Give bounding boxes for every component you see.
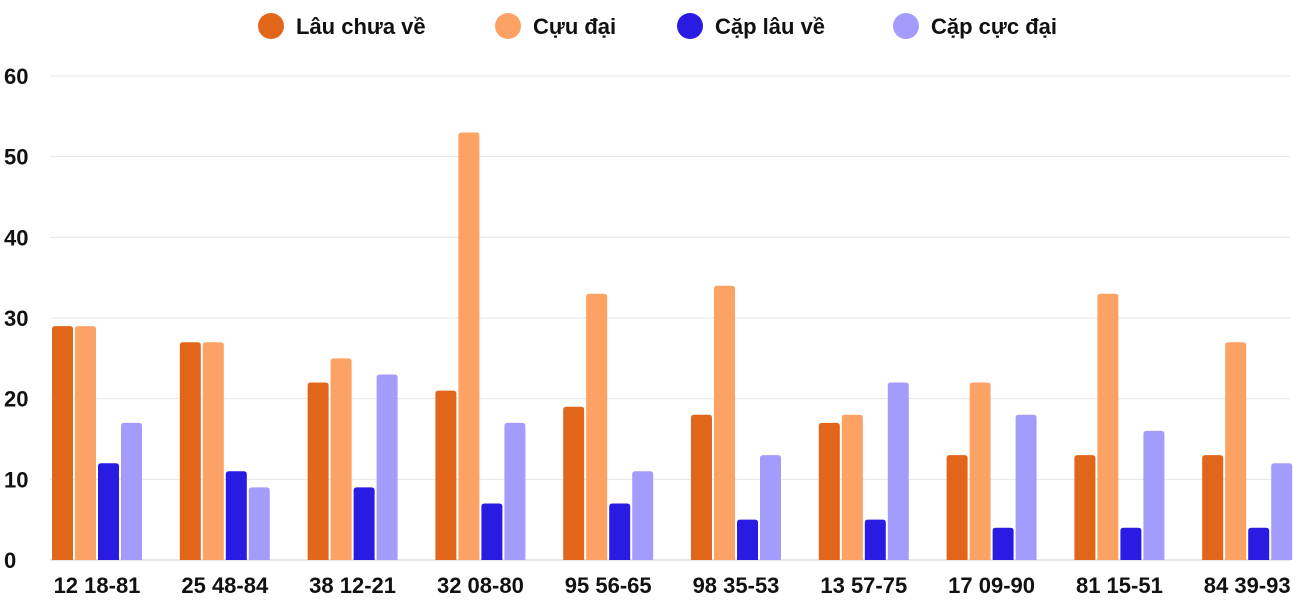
x-tick-label: 13 57-75 [820,573,907,598]
bar-group: Lâu chưa về — 84 39-93: 13Cựu đại — 84 3… [1202,342,1293,560]
x-tick-label: 12 18-81 [54,573,141,598]
bar: Lâu chưa về — 95 56-65: 19 [563,406,585,560]
bar: Cựu đại — 38 12-21: 25 [330,358,352,560]
bar: Cặp cực đại — 38 12-21: 23 [376,374,398,560]
bar: Cặp cực đại — 84 39-93: 12 [1271,463,1293,560]
legend-item[interactable]: Lâu chưa về [258,13,426,39]
legend-item[interactable]: Cặp lâu về [677,13,825,39]
bar: Cặp cực đại — 13 57-75: 22 [887,382,909,560]
y-tick-label: 20 [4,387,28,412]
bar: Lâu chưa về — 32 08-80: 21 [435,390,457,560]
y-tick-label: 0 [4,548,16,573]
legend-marker [893,13,919,39]
bar: Cặp lâu về — 25 48-84: 11 [225,471,247,560]
bars: Lâu chưa về — 12 18-81: 29Cựu đại — 12 1… [52,132,1293,560]
x-tick-label: 98 35-53 [693,573,780,598]
bar: Cặp lâu về — 32 08-80: 7 [481,503,503,560]
bar: Lâu chưa về — 13 57-75: 17 [818,422,840,560]
bar: Lâu chưa về — 81 15-51: 13 [1074,455,1096,560]
bar: Cặp lâu về — 95 56-65: 7 [609,503,631,560]
bar: Lâu chưa về — 84 39-93: 13 [1202,455,1224,560]
y-tick-label: 50 [4,145,28,170]
bar-group: Lâu chưa về — 95 56-65: 19Cựu đại — 95 5… [563,293,654,560]
bar-group: Lâu chưa về — 13 57-75: 17Cựu đại — 13 5… [818,382,909,560]
bar: Cặp cực đại — 81 15-51: 16 [1143,430,1165,560]
legend-marker [677,13,703,39]
legend-item[interactable]: Cặp cực đại [893,13,1057,39]
bar: Cựu đại — 32 08-80: 53 [458,132,480,560]
bar-group: Lâu chưa về — 17 09-90: 13Cựu đại — 17 0… [946,382,1037,560]
bar: Cặp lâu về — 84 39-93: 4 [1248,527,1270,560]
bar-group: Lâu chưa về — 81 15-51: 13Cựu đại — 81 1… [1074,293,1165,560]
y-tick-label: 10 [4,467,28,492]
x-tick-label: 38 12-21 [309,573,396,598]
x-tick-label: 17 09-90 [948,573,1035,598]
x-tick-label: 25 48-84 [181,573,269,598]
bar: Cựu đại — 98 35-53: 34 [714,285,735,560]
bar: Cặp cực đại — 32 08-80: 17 [504,422,526,560]
bar: Lâu chưa về — 12 18-81: 29 [52,326,73,560]
legend-label: Cặp cực đại [931,14,1057,39]
bar: Cựu đại — 95 56-65: 33 [586,293,608,560]
bar-group: Lâu chưa về — 12 18-81: 29Cựu đại — 12 1… [52,326,142,560]
bar: Lâu chưa về — 38 12-21: 22 [307,382,329,560]
y-tick-label: 60 [4,64,28,89]
legend-item[interactable]: Cựu đại [495,13,616,39]
bar: Cựu đại — 17 09-90: 22 [969,382,991,560]
legend: Lâu chưa về Cựu đại Cặp lâu về Cặp cực đại [258,13,1057,39]
y-tick-label: 40 [4,225,28,250]
bar: Cặp lâu về — 38 12-21: 9 [353,487,375,560]
bar: Cặp cực đại — 98 35-53: 13 [760,455,781,560]
y-axis: 0 10 20 30 40 50 60 [4,64,28,573]
bar: Cựu đại — 13 57-75: 18 [841,414,863,560]
bar-group: Lâu chưa về — 38 12-21: 22Cựu đại — 38 1… [307,358,398,560]
bar: Lâu chưa về — 17 09-90: 13 [946,455,968,560]
bar-group: Lâu chưa về — 98 35-53: 18Cựu đại — 98 3… [691,285,781,560]
bar: Cựu đại — 81 15-51: 33 [1097,293,1119,560]
x-tick-label: 84 39-93 [1204,573,1291,598]
bar: Cựu đại — 25 48-84: 27 [202,342,224,560]
y-tick-label: 30 [4,306,28,331]
bar: Cặp lâu về — 12 18-81: 12 [98,463,119,560]
bar: Cặp lâu về — 81 15-51: 4 [1120,527,1142,560]
grid [50,75,1290,561]
x-tick-label: 95 56-65 [565,573,652,598]
legend-label: Cặp lâu về [715,14,825,39]
x-tick-label: 32 08-80 [437,573,524,598]
bar-group: Lâu chưa về — 32 08-80: 21Cựu đại — 32 0… [435,132,526,560]
legend-marker [495,13,521,39]
x-axis: 12 18-81 25 48-84 38 12-21 32 08-80 95 56-65… [54,573,1291,598]
bar: Cựu đại — 12 18-81: 29 [75,326,96,560]
bar: Lâu chưa về — 25 48-84: 27 [179,342,201,560]
legend-marker [258,13,284,39]
bar: Cặp lâu về — 13 57-75: 5 [864,519,886,560]
bar: Cặp cực đại — 12 18-81: 17 [121,422,142,560]
legend-label: Lâu chưa về [296,14,426,39]
bar: Cặp cực đại — 95 56-65: 11 [632,471,654,560]
bar: Cặp lâu về — 98 35-53: 5 [737,519,758,560]
bar: Cặp cực đại — 25 48-84: 9 [248,487,270,560]
bar-group: Lâu chưa về — 25 48-84: 27Cựu đại — 25 4… [179,342,270,560]
bar: Cặp lâu về — 17 09-90: 4 [992,527,1014,560]
legend-label: Cựu đại [533,14,616,39]
bar: Cựu đại — 84 39-93: 27 [1225,342,1247,560]
bar: Lâu chưa về — 98 35-53: 18 [691,414,712,560]
bar: Cặp cực đại — 17 09-90: 18 [1015,414,1037,560]
x-tick-label: 81 15-51 [1076,573,1163,598]
